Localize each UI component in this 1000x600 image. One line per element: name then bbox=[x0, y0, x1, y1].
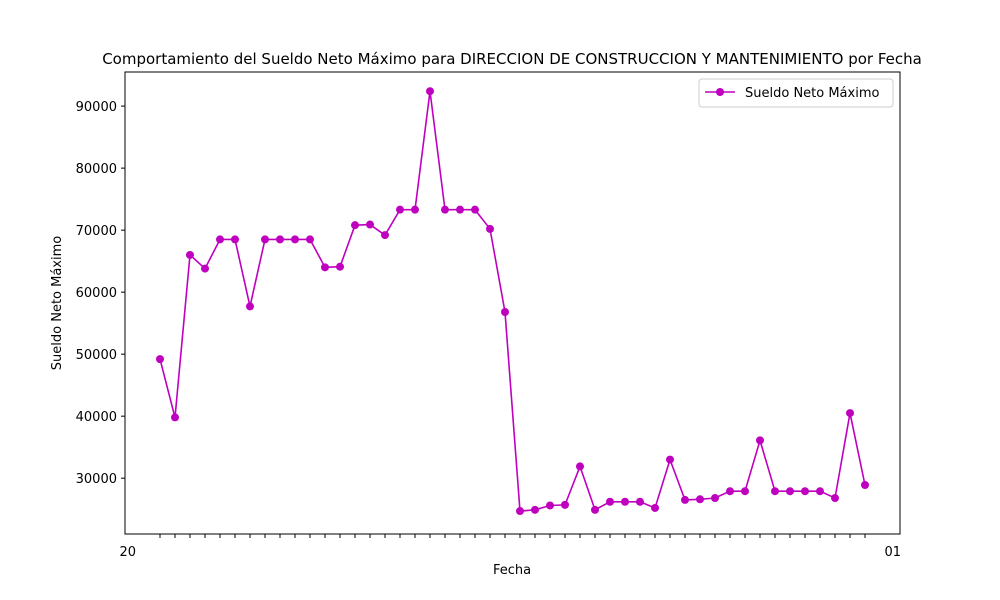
legend-entry-label: Sueldo Neto Máximo bbox=[745, 86, 879, 101]
y-axis-label: Sueldo Neto Máximo bbox=[50, 236, 65, 370]
y-tick-label: 30000 bbox=[76, 472, 117, 487]
plot-area bbox=[124, 71, 901, 535]
data-point bbox=[411, 205, 419, 214]
data-point bbox=[276, 235, 284, 244]
chart-title: Comportamiento del Sueldo Neto Máximo pa… bbox=[102, 50, 922, 68]
data-point bbox=[456, 205, 464, 214]
data-point bbox=[711, 494, 719, 503]
data-point bbox=[816, 487, 824, 496]
data-point bbox=[231, 235, 239, 244]
legend-box bbox=[698, 78, 894, 108]
data-point bbox=[186, 250, 194, 259]
data-point bbox=[636, 497, 644, 506]
data-point bbox=[696, 495, 704, 504]
data-point bbox=[786, 487, 794, 496]
x-tick-label: 20 bbox=[119, 545, 136, 560]
data-point bbox=[381, 231, 389, 240]
data-point bbox=[426, 87, 434, 96]
data-point bbox=[171, 413, 179, 422]
data-point bbox=[156, 355, 164, 364]
data-point bbox=[756, 436, 764, 445]
y-tick-label: 90000 bbox=[76, 100, 117, 115]
data-point bbox=[801, 487, 809, 496]
data-point bbox=[861, 481, 869, 490]
data-point bbox=[546, 501, 554, 510]
data-point bbox=[516, 507, 524, 516]
y-tick-label: 40000 bbox=[76, 410, 117, 425]
data-point bbox=[306, 235, 314, 244]
data-point bbox=[216, 235, 224, 244]
y-tick-label: 60000 bbox=[76, 286, 117, 301]
legend: Sueldo Neto Máximo bbox=[698, 78, 894, 108]
data-point bbox=[261, 235, 269, 244]
data-point bbox=[471, 205, 479, 214]
data-point bbox=[246, 302, 254, 311]
data-point bbox=[651, 503, 659, 512]
data-point bbox=[846, 409, 854, 418]
x-axis-label: Fecha bbox=[493, 563, 531, 578]
data-point bbox=[366, 220, 374, 229]
data-point bbox=[336, 262, 344, 271]
data-point bbox=[606, 497, 614, 506]
y-axis: 30000 40000 50000 60000 70000 80000 90000 bbox=[76, 100, 125, 487]
x-axis: 20 01 bbox=[119, 534, 901, 560]
data-point bbox=[666, 455, 674, 464]
data-point bbox=[726, 487, 734, 496]
data-point bbox=[831, 494, 839, 503]
data-point bbox=[201, 264, 209, 273]
series-sueldo-neto-maximo bbox=[156, 87, 869, 516]
data-point bbox=[681, 495, 689, 504]
data-point bbox=[771, 487, 779, 496]
y-tick-label: 80000 bbox=[76, 162, 117, 177]
data-point bbox=[741, 487, 749, 496]
data-point bbox=[531, 505, 539, 514]
data-point bbox=[591, 505, 599, 514]
data-point bbox=[396, 205, 404, 214]
data-point bbox=[501, 307, 509, 316]
data-point bbox=[576, 462, 584, 471]
x-tick-label: 01 bbox=[884, 545, 901, 560]
data-point bbox=[321, 263, 329, 272]
data-point bbox=[621, 497, 629, 506]
data-point bbox=[486, 224, 494, 233]
data-point bbox=[351, 221, 359, 230]
y-tick-label: 50000 bbox=[76, 348, 117, 363]
y-tick-label: 70000 bbox=[76, 224, 117, 239]
data-point bbox=[441, 205, 449, 214]
data-point bbox=[291, 235, 299, 244]
data-point bbox=[561, 500, 569, 509]
legend-marker-swatch bbox=[716, 88, 724, 96]
